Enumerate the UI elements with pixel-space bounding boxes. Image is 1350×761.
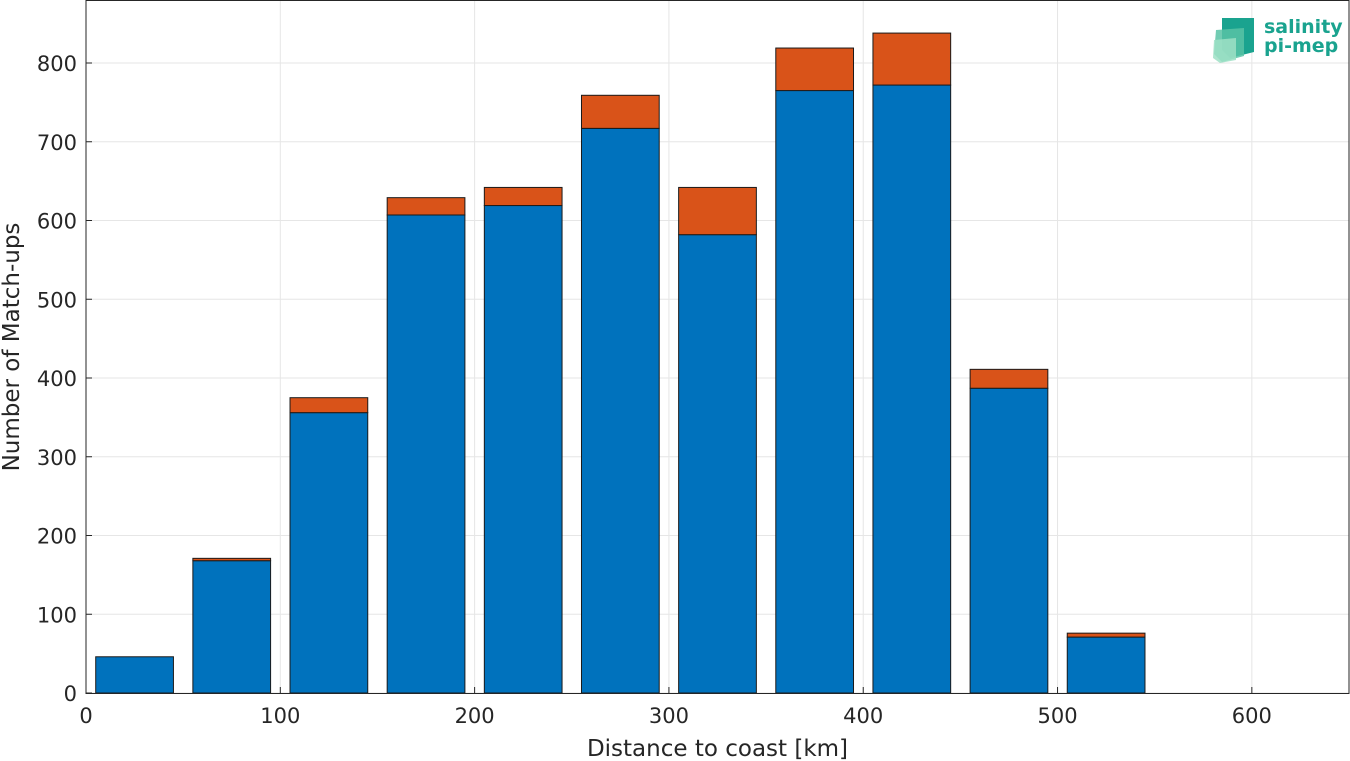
bar-segment-primary [386,214,466,694]
bar-segment-secondary [775,47,855,92]
bar-segment-primary [1066,636,1146,694]
salinity-pimep-logo: salinity pi-mep [1213,16,1343,63]
y-tick-label: 500 [37,288,77,312]
plot-area-frame [85,0,1350,694]
logo-text-pimep: pi-mep [1264,35,1338,57]
bar-segment-secondary [678,186,757,236]
y-tick-label: 300 [37,446,77,470]
logo-text-salinity: salinity [1264,16,1343,38]
y-tick-label: 200 [37,525,77,549]
y-tick-label: 0 [64,682,77,706]
bar-segment-primary [678,234,757,694]
y-axis: 0 100 200 300 400 500 600 700 800 [37,52,92,706]
x-tick-label: 200 [455,704,495,728]
x-tick-label: 300 [649,704,689,728]
y-tick-label: 600 [37,210,77,234]
bar-segment-secondary [969,368,1049,389]
y-tick-label: 100 [37,603,77,627]
bar-segment-primary [192,560,272,694]
bar-segment-secondary [192,557,272,562]
bar-segment-primary [775,90,855,694]
x-tick-label: 500 [1037,704,1077,728]
x-tick-label: 0 [79,704,92,728]
bar-segment-primary [95,656,174,694]
bar-segment-primary [483,205,563,694]
x-tick-label: 600 [1232,704,1272,728]
bar-segment-secondary [386,197,466,216]
bar-segment-secondary [872,32,952,86]
bar-segment-primary [872,84,952,694]
x-tick-label: 400 [843,704,883,728]
y-tick-label: 700 [37,131,77,155]
y-tick-label: 800 [37,52,77,76]
x-tick-label: 100 [260,704,300,728]
bar-segment-secondary [1066,632,1146,638]
bar-segment-primary [289,412,369,694]
logo-emblem-icon [1213,18,1254,63]
y-axis-title: Number of Match-ups [0,223,25,472]
bar-segment-secondary [289,397,369,414]
bars-group [95,32,1146,694]
bar-segment-primary [580,127,660,694]
logo-emblem-front [1213,38,1236,63]
y-tick-label: 400 [37,367,77,391]
bar-segment-secondary [483,186,563,207]
x-axis: 0 100 200 300 400 500 600 [79,687,1272,728]
x-axis-title: Distance to coast [km] [587,736,848,761]
bar-segment-primary [969,387,1049,694]
bar-segment-secondary [580,94,660,129]
